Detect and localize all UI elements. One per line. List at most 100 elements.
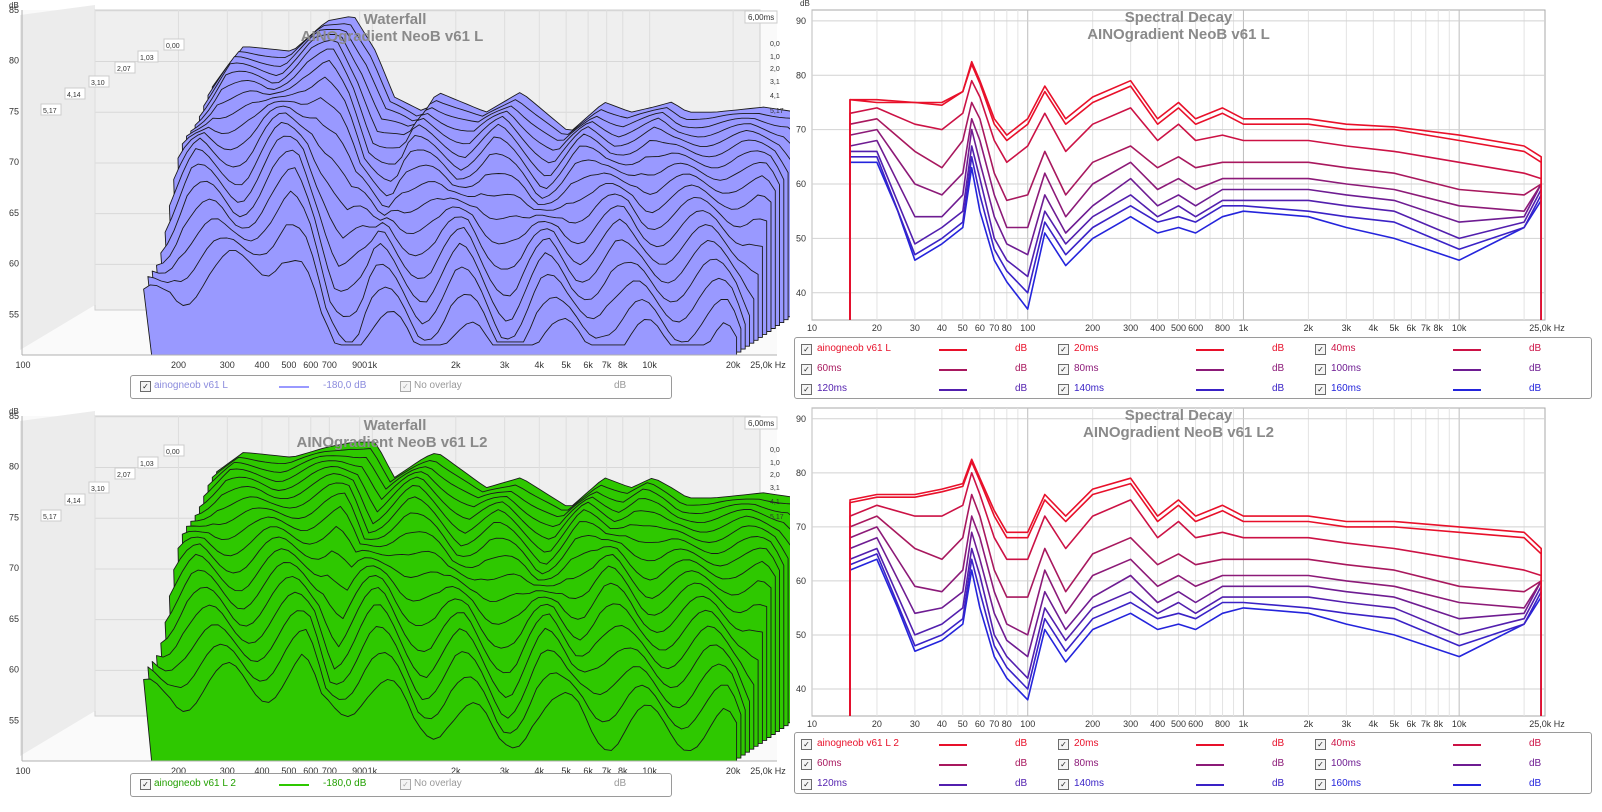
legend-checkbox[interactable]: ✓ bbox=[1315, 364, 1326, 375]
chart-subtitle: AINOgradient NeoB v61 L bbox=[1087, 26, 1270, 43]
time-tick-label: 4,14 bbox=[67, 498, 81, 505]
legend-checkbox[interactable]: ✓ bbox=[1315, 384, 1326, 395]
legend-checkbox[interactable]: ✓ bbox=[801, 384, 812, 395]
x-tick-label: 200 bbox=[171, 360, 186, 370]
legend-checkbox[interactable]: ✓ bbox=[801, 739, 812, 750]
series-line bbox=[849, 493, 1542, 717]
overlay-checkbox[interactable]: ✓ bbox=[400, 381, 411, 392]
legend-unit: dB bbox=[1272, 738, 1285, 749]
y-axis-label: dB bbox=[800, 0, 810, 8]
y-axis-label: dB bbox=[9, 1, 19, 10]
x-tick-label: 2k bbox=[451, 360, 461, 370]
x-tick-label: 7k bbox=[1421, 323, 1431, 333]
overlay-checkbox[interactable]: ✓ bbox=[400, 779, 411, 790]
series-line bbox=[849, 118, 1542, 321]
legend-checkbox[interactable]: ✓ bbox=[140, 381, 151, 392]
series-line bbox=[849, 547, 1542, 717]
legend-series-name: ainogneob v61 L 2 bbox=[817, 738, 899, 749]
legend-series-name: 80ms bbox=[1074, 363, 1099, 374]
y-tick-label: 70 bbox=[9, 157, 19, 167]
legend-checkbox[interactable]: ✓ bbox=[1058, 739, 1069, 750]
y-tick-label: 80 bbox=[796, 70, 806, 80]
legend-checkbox[interactable]: ✓ bbox=[801, 364, 812, 375]
legend-checkbox[interactable]: ✓ bbox=[140, 779, 151, 790]
x-tick-label: 200 bbox=[171, 766, 186, 776]
legend-series-name: 160ms bbox=[1331, 383, 1362, 394]
x-tick-label: 300 bbox=[220, 360, 235, 370]
x-tick-label: 600 bbox=[303, 766, 318, 776]
y-tick-label: 75 bbox=[9, 106, 19, 116]
series-line bbox=[849, 531, 1542, 717]
x-tick-label: 6k bbox=[583, 360, 593, 370]
time-tick-label: 2,07 bbox=[117, 472, 131, 479]
x-tick-label: 25,0k Hz bbox=[750, 766, 786, 776]
waterfall-chart-top: 85 80 75 70 65 60 55 dB 100 200 300 400 500 600 700 900… bbox=[0, 0, 790, 400]
legend-series-name: 140ms bbox=[1074, 383, 1105, 394]
x-tick-label: 10 bbox=[807, 323, 817, 333]
legend-overlay-unit: dB bbox=[614, 380, 627, 391]
legend-checkbox[interactable]: ✓ bbox=[1058, 364, 1069, 375]
y-tick-label: 65 bbox=[9, 614, 19, 624]
x-tick-label: 1k bbox=[1239, 719, 1249, 729]
y-tick-label: 65 bbox=[9, 208, 19, 218]
x-tick-label: 900 bbox=[352, 766, 367, 776]
series-line bbox=[849, 79, 1542, 321]
time-tick-label: 0,00 bbox=[166, 43, 180, 50]
legend-checkbox[interactable]: ✓ bbox=[801, 779, 812, 790]
time-tick-label: 3,10 bbox=[91, 486, 105, 493]
x-tick-label: 5k bbox=[1389, 719, 1399, 729]
legend-swatch bbox=[939, 369, 967, 371]
legend-series-name: 120ms bbox=[817, 778, 848, 789]
x-tick-label: 300 bbox=[1123, 323, 1138, 333]
x-tick-label: 5k bbox=[1389, 323, 1399, 333]
time-label-box bbox=[744, 416, 778, 430]
legend-checkbox[interactable]: ✓ bbox=[801, 759, 812, 770]
legend-checkbox[interactable]: ✓ bbox=[1315, 759, 1326, 770]
x-tick-label: 4k bbox=[1369, 719, 1379, 729]
y-tick-label: 90 bbox=[796, 414, 806, 424]
y-tick-label: 50 bbox=[796, 233, 806, 243]
spectral-decay-legend-bottom: ✓ ainogneob v61 L 2 dB ✓ 20ms dB ✓ 40ms dB ✓ 60ms d… bbox=[794, 732, 1592, 794]
legend-checkbox[interactable]: ✓ bbox=[1315, 344, 1326, 355]
time-tick-label: 0,00 bbox=[166, 449, 180, 456]
time-tick-box bbox=[163, 444, 185, 457]
x-tick-label: 8k bbox=[1433, 719, 1443, 729]
x-tick-label: 200 bbox=[1085, 323, 1100, 333]
y-tick-label: 80 bbox=[9, 56, 19, 66]
series-line bbox=[849, 60, 1542, 321]
legend-swatch bbox=[1196, 784, 1224, 786]
x-tick-label: 3k bbox=[500, 360, 510, 370]
x-tick-label: 25,0k Hz bbox=[750, 360, 786, 370]
legend-checkbox[interactable]: ✓ bbox=[1315, 779, 1326, 790]
time-tick-box bbox=[114, 467, 136, 480]
series-line bbox=[849, 558, 1542, 717]
x-tick-label: 25,0k Hz bbox=[1529, 323, 1565, 333]
y-tick-label: 60 bbox=[796, 576, 806, 586]
waterfall-plot-top: 85 80 75 70 65 60 55 dB 100 200 300 400 500 600 700 900… bbox=[9, 1, 790, 370]
legend-swatch bbox=[279, 784, 309, 786]
legend-checkbox[interactable]: ✓ bbox=[1315, 739, 1326, 750]
legend-checkbox[interactable]: ✓ bbox=[1058, 759, 1069, 770]
x-tick-label: 500 bbox=[1171, 323, 1186, 333]
x-tick-label: 40 bbox=[937, 719, 947, 729]
legend-unit: dB bbox=[1015, 738, 1028, 749]
time-tick-label: 4,1 bbox=[770, 93, 780, 100]
y-tick-label: 60 bbox=[9, 259, 19, 269]
legend-checkbox[interactable]: ✓ bbox=[801, 344, 812, 355]
x-tick-label: 400 bbox=[1150, 323, 1165, 333]
x-tick-label: 50 bbox=[958, 719, 968, 729]
legend-swatch bbox=[1453, 369, 1481, 371]
legend-series-name: 40ms bbox=[1331, 343, 1356, 354]
x-tick-label: 7k bbox=[602, 766, 612, 776]
y-tick-label: 70 bbox=[796, 522, 806, 532]
time-label-box bbox=[744, 10, 778, 24]
legend-series-name: 40ms bbox=[1331, 738, 1356, 749]
chart-title: Spectral Decay bbox=[1125, 407, 1233, 424]
legend-checkbox[interactable]: ✓ bbox=[1058, 344, 1069, 355]
chart-title: Spectral Decay bbox=[1125, 9, 1233, 26]
x-tick-label: 5k bbox=[561, 360, 571, 370]
legend-checkbox[interactable]: ✓ bbox=[1058, 384, 1069, 395]
y-tick-label: 40 bbox=[796, 288, 806, 298]
legend-checkbox[interactable]: ✓ bbox=[1058, 779, 1069, 790]
y-tick-label: 80 bbox=[796, 468, 806, 478]
